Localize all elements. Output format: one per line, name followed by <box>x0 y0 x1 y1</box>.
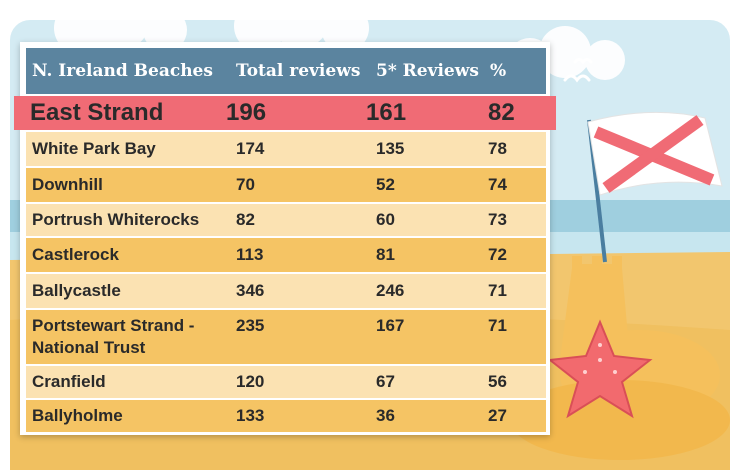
cell-beach: Ballycastle <box>32 281 121 300</box>
highlight-row: East Strand 196 161 82 <box>14 96 556 130</box>
table-row: Portstewart Strand - National Trust 235 … <box>26 310 546 364</box>
highlight-five-star: 161 <box>366 99 407 126</box>
cell-beach-line2: National Trust <box>32 338 146 357</box>
cell-total: 82 <box>236 210 255 229</box>
cell-five-star: 135 <box>376 139 405 158</box>
cell-five-star: 246 <box>376 281 405 300</box>
cell-five-star: 36 <box>376 406 395 425</box>
cell-beach: Ballyholme <box>32 406 123 425</box>
table-row: Ballyholme 133 36 27 <box>26 400 546 432</box>
cell-pct: 73 <box>488 210 507 229</box>
starfish-icon <box>547 319 653 419</box>
cell-total: 113 <box>236 245 264 264</box>
cell-pct: 78 <box>488 139 507 158</box>
table-header: N. Ireland Beaches Total reviews 5* Revi… <box>26 48 546 94</box>
cell-five-star: 60 <box>376 210 395 229</box>
cell-five-star: 67 <box>376 372 395 391</box>
header-total-reviews: Total reviews <box>236 61 361 81</box>
cell-total: 174 <box>236 139 265 158</box>
cell-pct: 71 <box>488 281 507 300</box>
cell-pct: 71 <box>488 316 507 335</box>
cell-beach: Portrush Whiterocks <box>32 210 200 229</box>
cell-total: 346 <box>236 281 265 300</box>
flag-icon <box>587 111 723 263</box>
cell-beach: Cranfield <box>32 372 106 391</box>
header-beach: N. Ireland Beaches <box>32 61 213 81</box>
cell-five-star: 52 <box>376 175 395 194</box>
table-row: Downhill 70 52 74 <box>26 168 546 202</box>
cell-pct: 56 <box>488 372 507 391</box>
cell-total: 120 <box>236 372 265 391</box>
table-row: Portrush Whiterocks 82 60 73 <box>26 204 546 236</box>
cloud-icon <box>54 0 625 82</box>
header-percent: % <box>490 61 507 81</box>
cell-beach: Portstewart Strand - <box>32 316 195 335</box>
highlight-total: 196 <box>226 99 267 126</box>
cell-pct: 27 <box>488 406 507 425</box>
seagull-icon <box>563 58 593 83</box>
table-row: Ballycastle 346 246 71 <box>26 274 546 308</box>
highlight-beach: East Strand <box>30 99 164 126</box>
table-row: White Park Bay 174 135 78 <box>26 132 546 166</box>
cell-pct: 72 <box>488 245 507 264</box>
cell-beach: White Park Bay <box>32 139 156 158</box>
cell-total: 235 <box>236 316 265 335</box>
cell-total: 70 <box>236 175 255 194</box>
table-row: Castlerock 113 81 72 <box>26 238 546 272</box>
cell-five-star: 81 <box>376 245 395 264</box>
cell-pct: 74 <box>488 175 507 194</box>
cell-five-star: 167 <box>376 316 405 335</box>
cell-beach: Castlerock <box>32 245 119 264</box>
cell-beach: Downhill <box>32 175 103 194</box>
table-row: Cranfield 120 67 56 <box>26 366 546 398</box>
cell-total: 133 <box>236 406 265 425</box>
header-five-star-reviews: 5* Reviews <box>376 61 479 81</box>
highlight-pct: 82 <box>488 99 515 126</box>
